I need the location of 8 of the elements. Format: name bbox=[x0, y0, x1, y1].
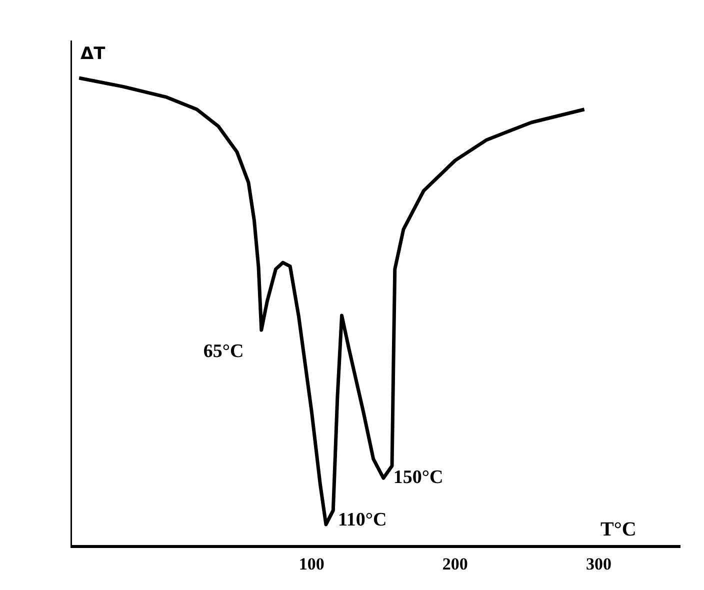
annotation: 65°C bbox=[203, 341, 244, 362]
annotation: 110°C bbox=[338, 509, 387, 530]
x-axis-title: T°C bbox=[600, 518, 636, 540]
y-axis-title: ΔT bbox=[80, 44, 106, 64]
x-tick-label: 200 bbox=[442, 554, 468, 574]
x-tick-label: 100 bbox=[298, 554, 324, 574]
annotation: 150°C bbox=[393, 467, 444, 488]
x-tick-label: 300 bbox=[586, 554, 612, 574]
